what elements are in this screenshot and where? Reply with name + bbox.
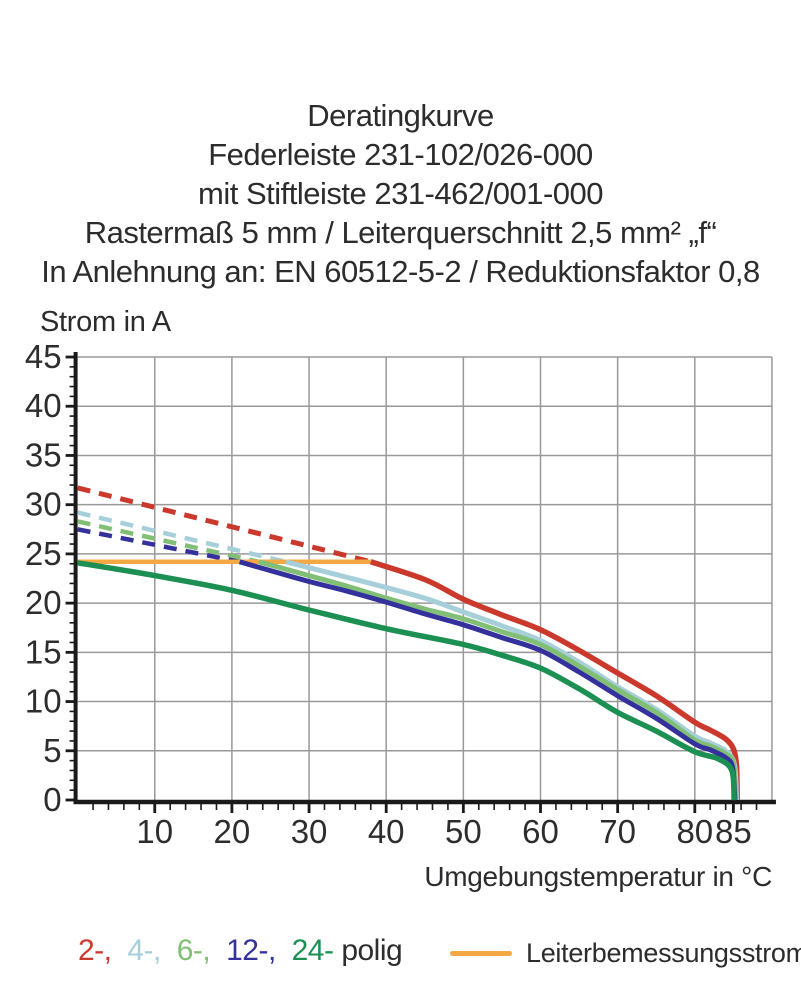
24-polig-curve [77,560,737,801]
2-polig-curve [369,559,740,801]
y-tick-label: 20 [25,584,62,621]
y-axis-title: Strom in A [40,306,171,338]
x-tick-label: 10 [136,813,173,850]
y-tick-label: 0 [43,781,61,818]
title-line-4: Rastermaß 5 mm / Leiterquerschnitt 2,5 m… [84,215,717,250]
y-tick-label: 25 [25,535,62,572]
poles-legend-suffix: polig [341,934,403,967]
y-tick-label: 45 [25,338,62,375]
title-line-5: In Anlehnung an: EN 60512-5-2 / Reduktio… [41,254,760,289]
12-polig-curve [238,559,738,801]
pole-legend-item-24: 24- [291,934,342,967]
x-tick-label: 60 [522,813,559,850]
6-polig-derating-dashed-curve [77,519,260,564]
y-tick-label: 15 [25,633,62,670]
x-axis-title: Umgebungstemperatur in °C [424,861,772,892]
rated-current-legend: Leiterbemessungsstrom [450,938,801,969]
title-line-3: mit Stiftleiste 231-462/001-000 [198,176,603,211]
6-polig-curve [258,559,739,801]
12-polig-derating-dashed-curve [77,527,241,565]
y-tick-label: 5 [43,732,61,769]
x-tick-label: 40 [368,813,405,850]
title-line-1: Deratingkurve [307,98,494,133]
poles-legend-items: 2-, 4-, 6-, 12-, 24- [78,934,341,967]
y-tick-label: 30 [25,486,62,523]
x-tick-label: 85 [715,813,752,850]
x-tick-label: 50 [445,813,482,850]
y-tick-label: 35 [25,436,62,473]
pole-legend-item-2: 2-, [78,934,120,967]
x-tick-label: 80 [676,813,713,850]
rated-current-line-swatch [450,951,512,956]
poles-legend: 2-, 4-, 6-, 12-, 24- polig [78,934,403,968]
pole-legend-item-6: 6-, [176,934,219,967]
x-tick-label: 30 [291,813,328,850]
pole-legend-item-4: 4-, [127,934,169,967]
x-tick-label: 20 [214,813,251,850]
4-polig-curve [285,559,739,801]
chart-title-block: Deratingkurve Federleiste 231-102/026-00… [0,96,801,291]
y-tick-label: 10 [25,683,62,720]
title-line-2: Federleiste 231-102/026-000 [208,137,593,172]
y-tick-label: 40 [25,387,62,424]
pole-legend-item-12: 12-, [226,934,284,967]
rated-current-label: Leiterbemessungsstrom [526,938,801,968]
4-polig-derating-dashed-curve [77,510,287,564]
2-polig-derating-dashed-curve [76,485,372,565]
x-tick-label: 70 [599,813,636,850]
